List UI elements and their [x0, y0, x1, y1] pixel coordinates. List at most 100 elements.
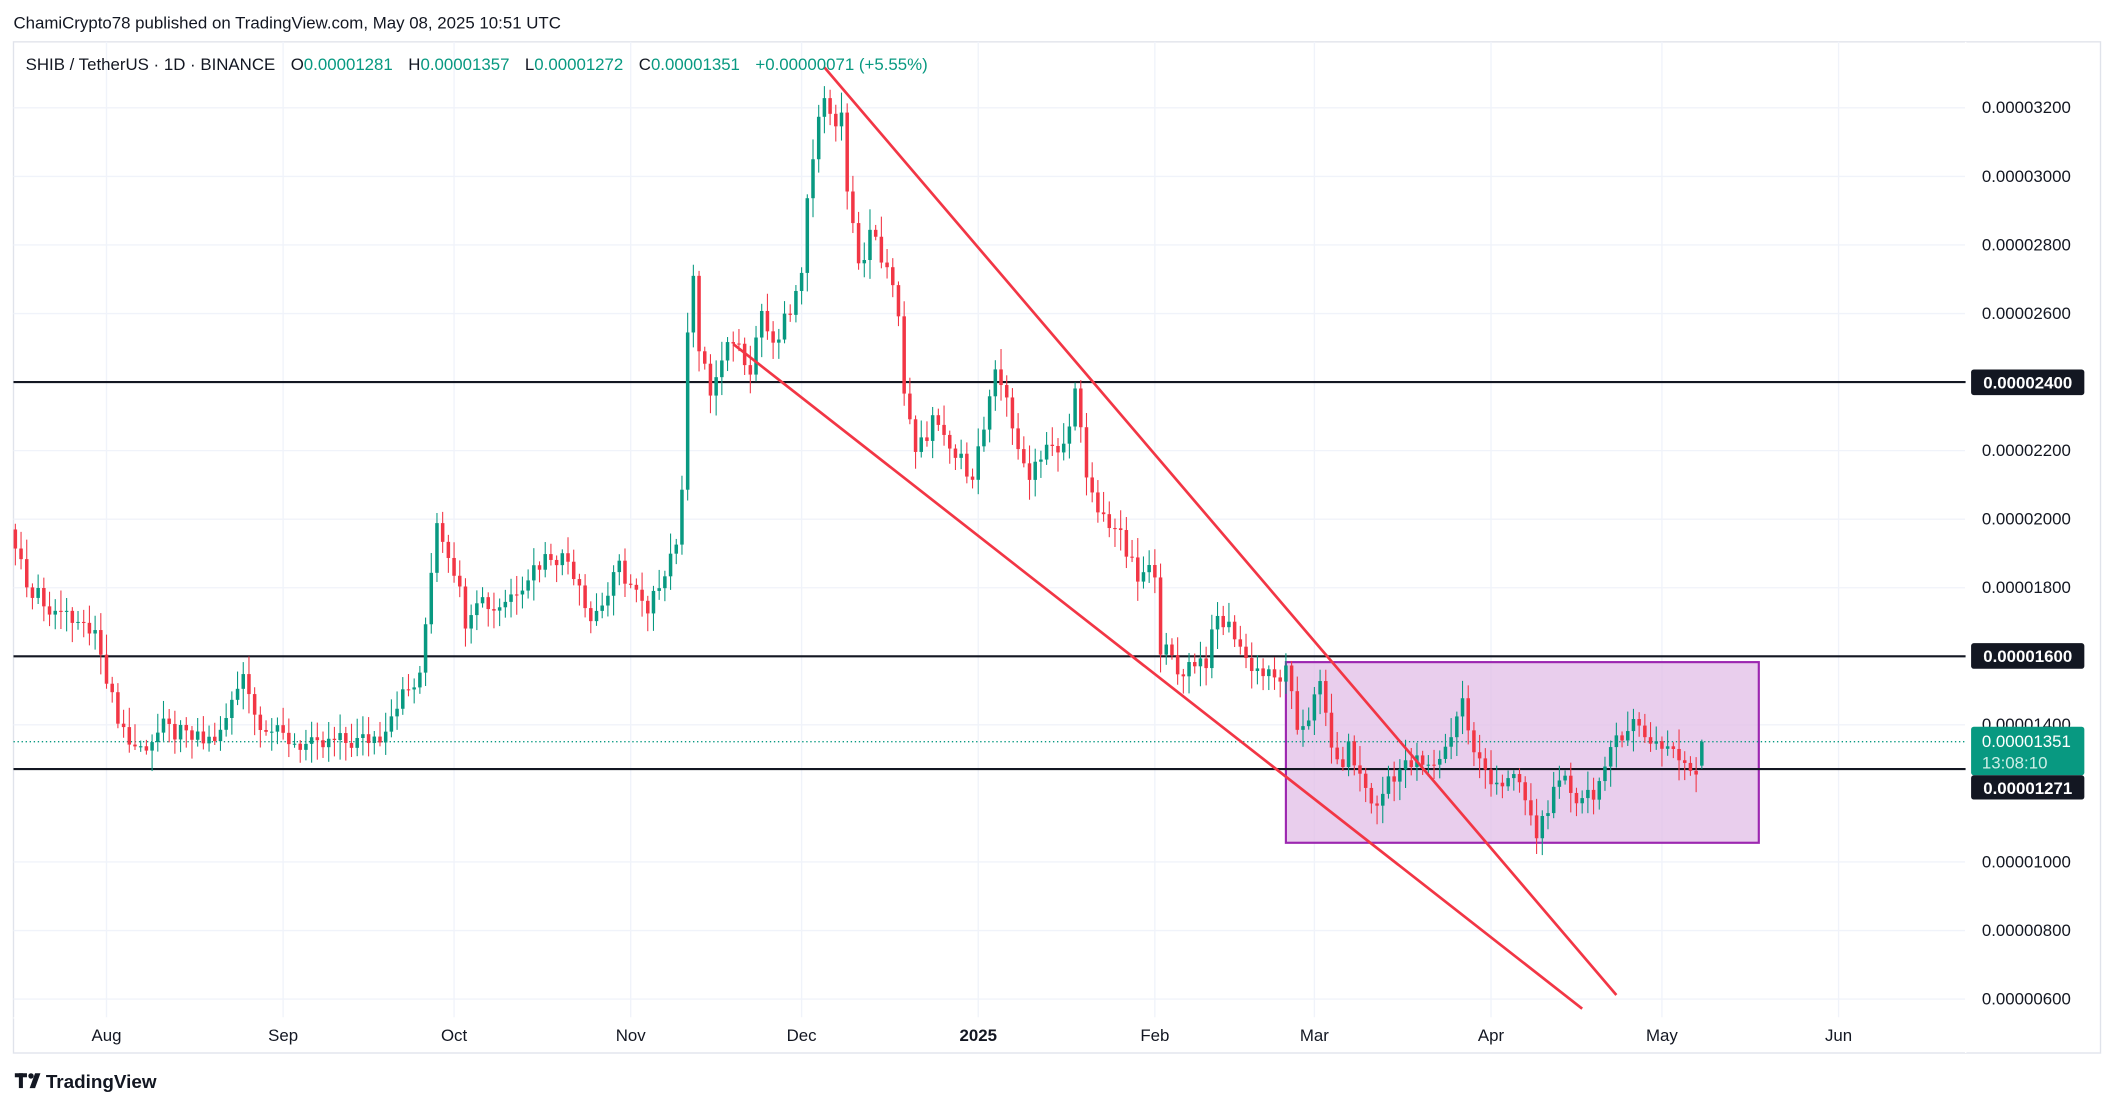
candle-body	[218, 729, 223, 742]
candle	[834, 104, 838, 142]
legend-symbol: SHIB / TetherUS · 1D · BINANCE	[26, 55, 276, 74]
chart-frame	[12, 41, 2102, 1054]
candle-body	[1341, 759, 1345, 768]
candle-body	[292, 743, 297, 745]
candle	[1124, 517, 1129, 569]
candle	[811, 139, 815, 218]
candle-body	[919, 437, 924, 452]
candle-body	[731, 342, 735, 344]
candle	[150, 734, 154, 772]
legend-open: 0.00001281	[304, 55, 393, 74]
candle-body	[1534, 815, 1539, 839]
candle	[1688, 756, 1693, 776]
candle-body	[1523, 782, 1527, 801]
candle-body	[1620, 735, 1624, 741]
candle-body	[53, 610, 57, 615]
candle	[1563, 770, 1567, 785]
candle	[1466, 685, 1470, 745]
candle-body	[480, 597, 485, 604]
candle	[344, 726, 348, 761]
candle-body	[1238, 639, 1243, 647]
candle-body	[1580, 798, 1584, 804]
candle-body	[583, 585, 587, 609]
candle-body	[1136, 557, 1140, 582]
candle	[1472, 722, 1476, 767]
candle	[1198, 641, 1203, 687]
candle-body	[1574, 792, 1579, 804]
candle	[1608, 740, 1613, 787]
candle	[777, 328, 781, 359]
candle-body	[1033, 461, 1037, 480]
candle-body	[953, 448, 958, 458]
candle	[36, 574, 40, 604]
candle	[47, 591, 52, 627]
candle	[1700, 739, 1704, 769]
candle	[714, 360, 718, 416]
candle-body	[150, 742, 154, 751]
candle	[1569, 762, 1573, 813]
candle-body	[418, 672, 422, 688]
horizontal-levels	[13, 380, 1966, 771]
trendlines	[732, 66, 1618, 1010]
candle	[64, 598, 69, 632]
legend-low-label: L	[525, 55, 534, 74]
candle-body	[930, 415, 935, 441]
candle	[543, 542, 547, 578]
candle-body	[1483, 758, 1488, 770]
legend: SHIB / TetherUS · 1D · BINANCE O0.000012…	[26, 55, 928, 74]
candle	[1557, 765, 1562, 799]
candle-body	[332, 738, 337, 741]
time-axis[interactable]: Aug Sep Oct Nov Dec 2025 Feb Mar Apr May Jun	[92, 1026, 1853, 1045]
candle-body	[104, 654, 109, 684]
candle-body	[167, 718, 171, 724]
price-axis[interactable]: 0.00003200 0.00003000 0.00002800 0.00002600…	[1982, 98, 2071, 1008]
candle	[1665, 730, 1670, 756]
trendline-lower	[732, 342, 1584, 1010]
candle-body	[1056, 445, 1060, 453]
candle-body	[1084, 427, 1089, 478]
x-tick-label: Jun	[1825, 1026, 1852, 1045]
candle	[782, 301, 787, 344]
candle-body	[1249, 658, 1254, 672]
candle	[1483, 748, 1488, 789]
candle	[1039, 450, 1043, 478]
candle-body	[537, 565, 542, 570]
candle	[725, 337, 730, 372]
candle	[577, 573, 582, 606]
candle-body	[765, 310, 770, 332]
candle-body	[799, 272, 804, 291]
candle	[1101, 491, 1106, 522]
candle-body	[1477, 752, 1482, 759]
candle-body	[1010, 397, 1015, 429]
candle-body	[1437, 758, 1442, 765]
candle	[680, 475, 684, 555]
candle	[976, 428, 980, 495]
candle	[1335, 732, 1339, 765]
candle-body	[1677, 748, 1681, 761]
candle	[788, 304, 792, 322]
candle	[862, 242, 867, 278]
candle-body	[1432, 764, 1436, 766]
candle-body	[338, 733, 342, 741]
candle-body	[469, 615, 473, 629]
candle	[919, 420, 924, 458]
candle	[1244, 633, 1248, 669]
candle-body	[1540, 816, 1545, 839]
candle	[1432, 749, 1436, 780]
price-label-1600: 0.00001600	[1971, 643, 2085, 669]
candle	[24, 539, 29, 598]
candle	[395, 691, 399, 730]
candle	[1204, 646, 1208, 686]
candle	[1682, 751, 1687, 781]
candle-body	[520, 590, 525, 595]
candle-body	[1403, 760, 1408, 770]
candle-body	[281, 725, 285, 733]
legend-open-label: O	[291, 55, 304, 74]
candle	[156, 713, 160, 752]
candle	[104, 634, 109, 689]
candle-body	[851, 191, 855, 224]
tradingview-logo[interactable]: TradingView	[14, 1071, 157, 1092]
candle	[1187, 652, 1191, 694]
candle-body	[1682, 760, 1687, 763]
